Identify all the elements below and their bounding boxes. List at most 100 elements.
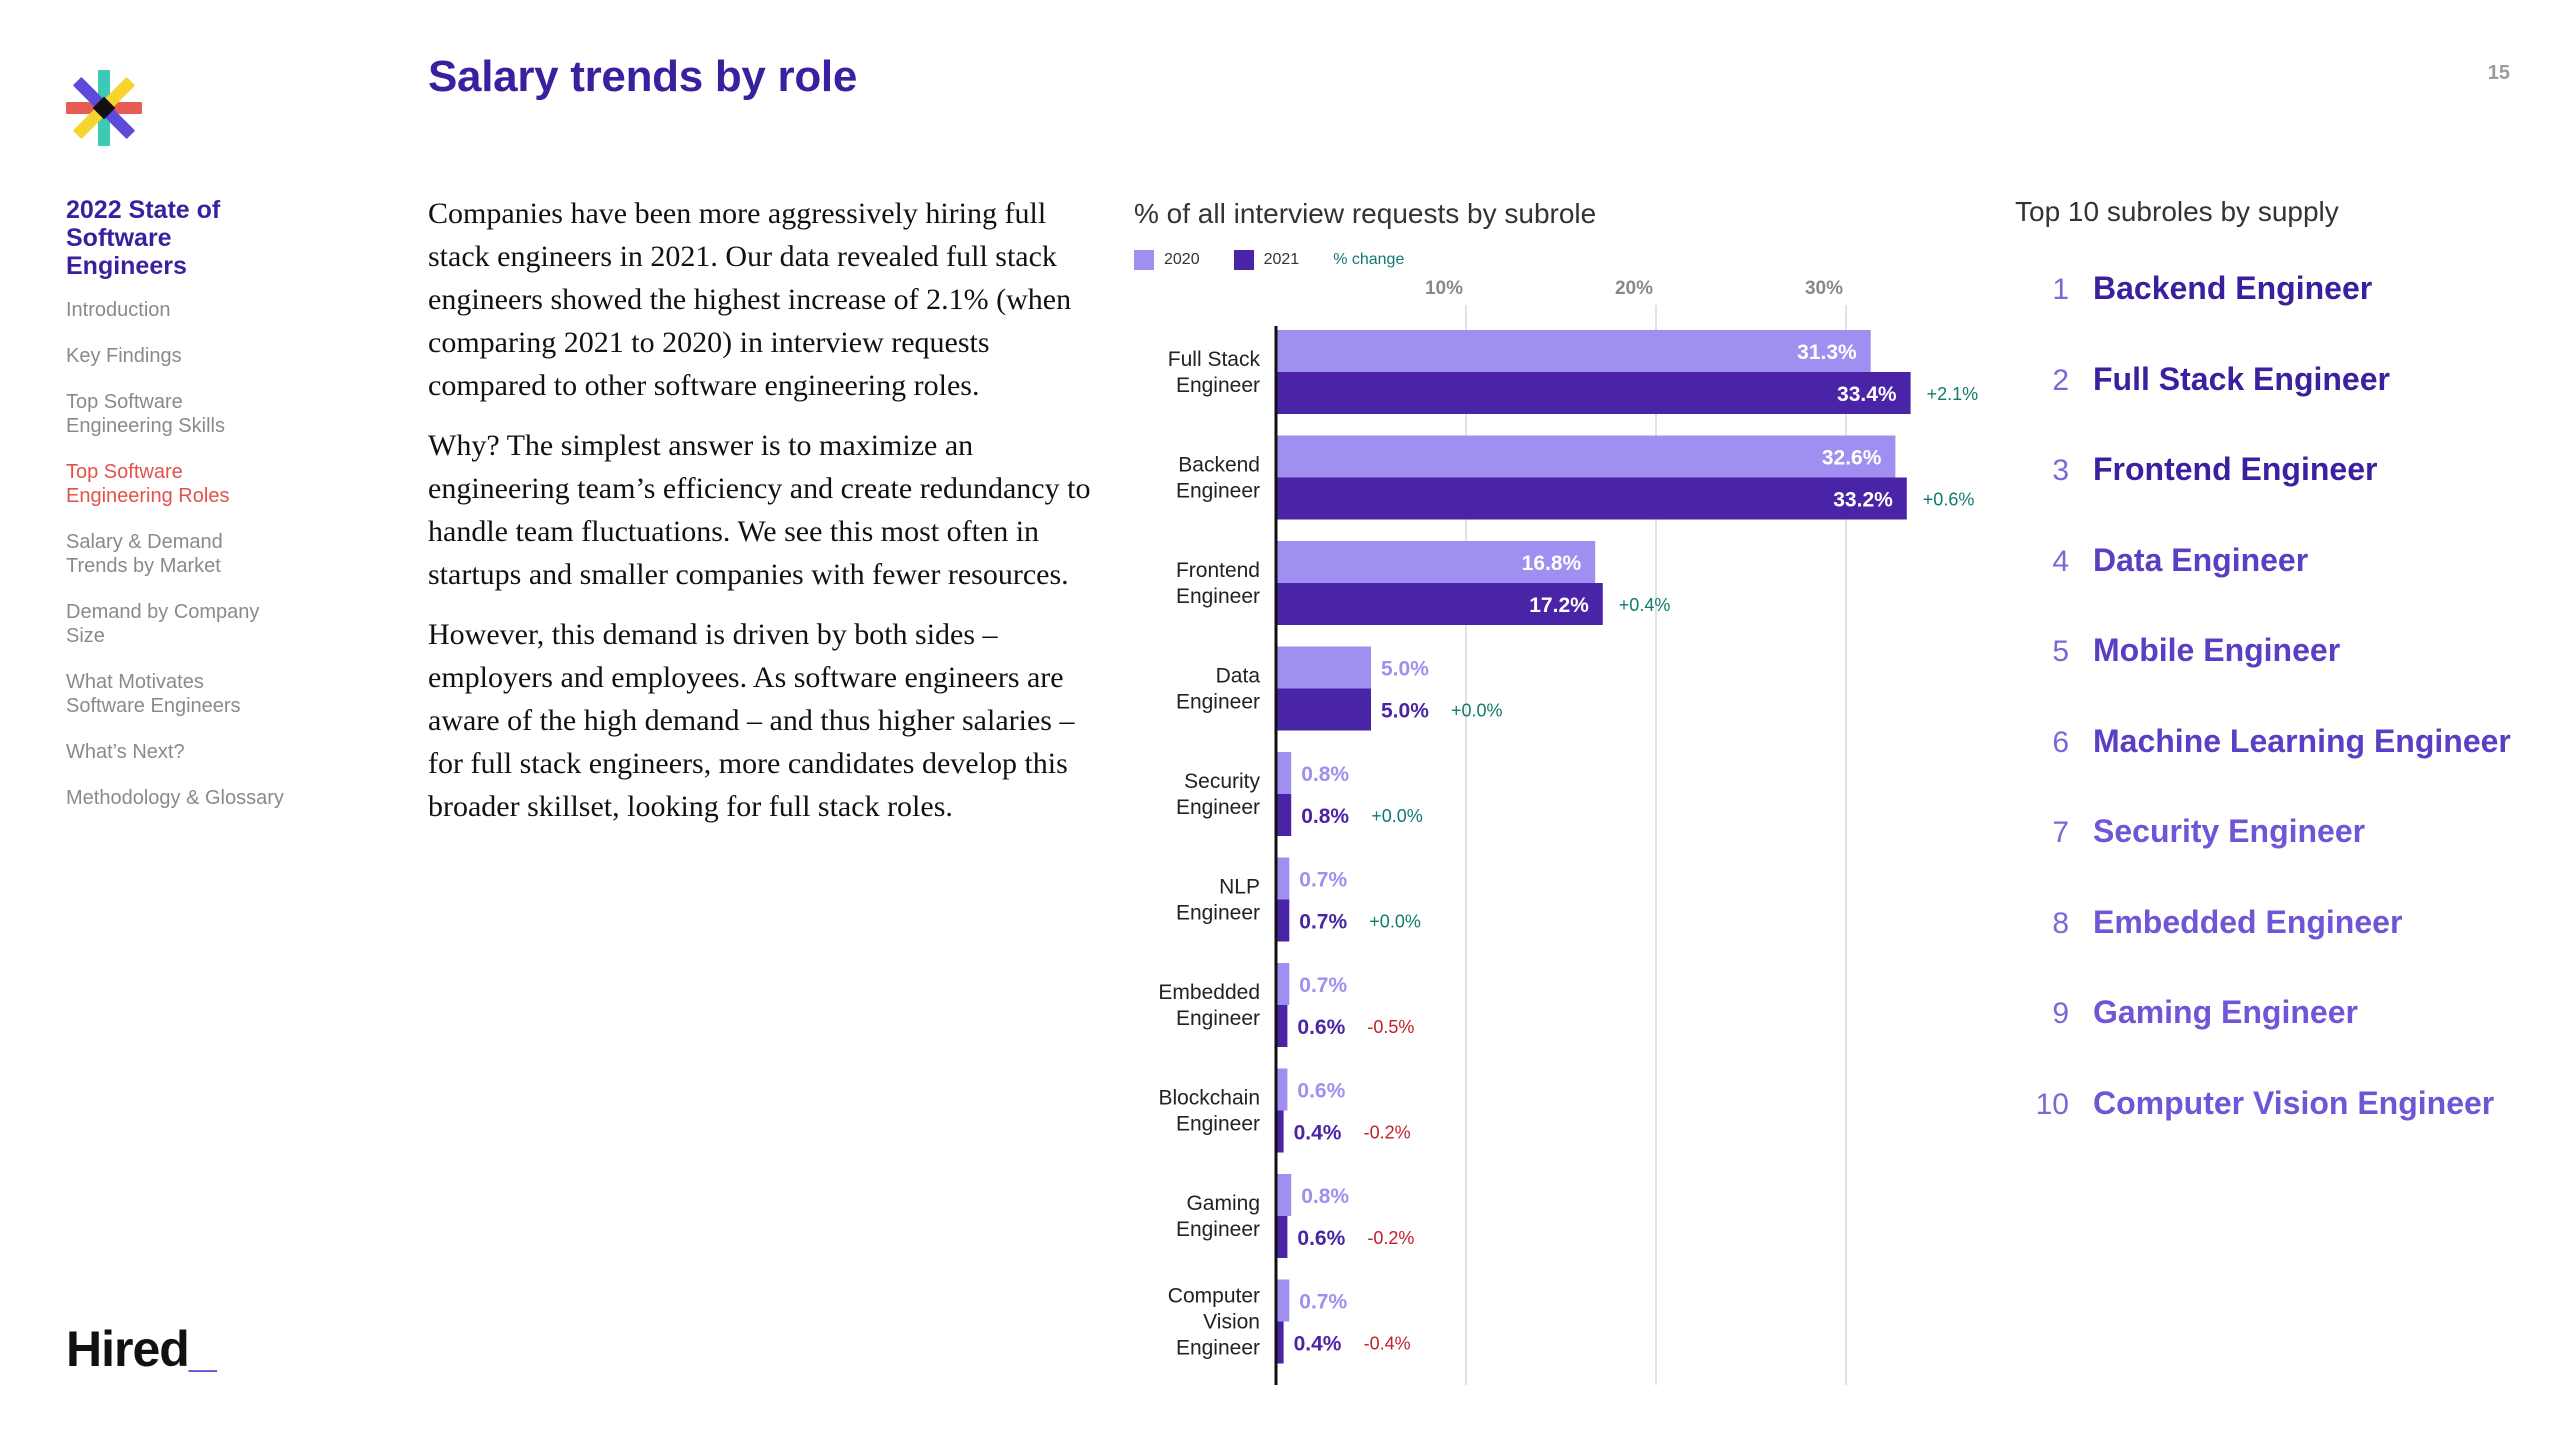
- role-name: Computer Vision Engineer: [2093, 1084, 2495, 1121]
- list-item: 6 Machine Learning Engineer: [2015, 723, 2511, 814]
- top-roles-title: Top 10 subroles by supply: [2015, 196, 2339, 227]
- body-text: Companies have been more aggressively hi…: [428, 192, 1098, 845]
- legend-item-2021: 2021: [1233, 250, 1300, 270]
- data-label-2021: 0.4%: [1294, 1333, 1342, 1356]
- category-label: Blockchain Engineer: [1158, 1087, 1260, 1136]
- data-label-2020: 0.7%: [1299, 869, 1347, 892]
- data-label-change: +0.6%: [1923, 490, 1975, 510]
- bar-2020: [1276, 541, 1596, 583]
- bar-2021: [1276, 583, 1603, 625]
- rank-number: 6: [2052, 725, 2069, 759]
- data-label-change: -0.5%: [1367, 1017, 1414, 1037]
- data-label-change: +0.4%: [1619, 595, 1671, 615]
- bar-2021: [1276, 688, 1371, 731]
- list-item: 10 Computer Vision Engineer: [2015, 1085, 2511, 1176]
- list-item: 2 Full Stack Engineer: [2015, 361, 2511, 452]
- data-label-2020: 16.8%: [1522, 552, 1582, 575]
- sidebar-item-motivations[interactable]: What Motivates Software Engineers: [66, 671, 241, 717]
- data-label-2021: 33.4%: [1837, 383, 1897, 406]
- chart-legend: 2020 2021 % change: [1134, 250, 1438, 270]
- category-label: Security Engineer: [1176, 770, 1261, 819]
- data-label-2021: 0.6%: [1297, 1227, 1345, 1250]
- role-name: Full Stack Engineer: [2093, 360, 2390, 397]
- list-item: 3 Frontend Engineer: [2015, 451, 2511, 542]
- sidebar-item-salary-demand[interactable]: Salary & Demand Trends by Market: [66, 531, 223, 577]
- bar-2021: [1276, 899, 1290, 942]
- x-tick-label: 20%: [1615, 278, 1653, 299]
- chart-title: % of all interview requests by subrole: [1134, 198, 1597, 229]
- rank-number: 9: [2052, 997, 2069, 1030]
- data-label-2021: 0.6%: [1297, 1016, 1345, 1039]
- legend-swatch-2020: [1134, 250, 1154, 270]
- bar-2021: [1276, 1005, 1288, 1047]
- bar-2021: [1276, 794, 1292, 836]
- rank-number: 2: [2052, 363, 2069, 397]
- data-label-2020: 0.7%: [1299, 1291, 1347, 1314]
- data-label-change: +0.0%: [1369, 912, 1421, 932]
- role-name: Machine Learning Engineer: [2093, 722, 2511, 759]
- list-item: 1 Backend Engineer: [2015, 270, 2511, 361]
- category-label: Computer Vision Engineer: [1168, 1285, 1260, 1360]
- data-label-2021: 0.7%: [1299, 911, 1347, 934]
- sidebar-item-methodology[interactable]: Methodology & Glossary: [66, 787, 284, 809]
- category-label: Embedded Engineer: [1158, 981, 1260, 1030]
- report-title: 2022 State of Software Engineers: [66, 196, 221, 280]
- brand-logo-icon: [66, 70, 142, 146]
- sidebar-item-top-roles[interactable]: Top Software Engineering Roles: [66, 461, 230, 507]
- bar-2021: [1276, 1216, 1288, 1258]
- rank-number: 1: [2052, 273, 2069, 306]
- sidebar-item-top-skills[interactable]: Top Software Engineering Skills: [66, 391, 225, 437]
- category-label: Backend Engineer: [1176, 454, 1260, 503]
- bar-2020: [1276, 1279, 1290, 1322]
- sidebar-item-company-size[interactable]: Demand by Company Size: [66, 601, 260, 647]
- data-label-2020: 0.6%: [1297, 1080, 1345, 1103]
- bar-2020: [1276, 963, 1290, 1005]
- rank-number: 4: [2052, 544, 2069, 578]
- data-label-change: -0.2%: [1364, 1123, 1411, 1143]
- data-label-2020: 0.8%: [1301, 763, 1349, 786]
- data-label-2021: 0.4%: [1294, 1122, 1342, 1145]
- sidebar-item-introduction[interactable]: Introduction: [66, 299, 171, 321]
- bar-2020: [1276, 646, 1371, 689]
- bar-2020: [1276, 1174, 1292, 1216]
- brand-wordmark: Hired_: [66, 1320, 217, 1378]
- bar-2021: [1276, 477, 1907, 520]
- bar-2020: [1276, 330, 1871, 372]
- legend-item-2020: 2020: [1134, 250, 1200, 270]
- bar-2020: [1276, 435, 1896, 478]
- data-label-2021: 5.0%: [1381, 700, 1429, 723]
- category-label: Frontend Engineer: [1176, 559, 1260, 608]
- sidebar-item-whats-next[interactable]: What’s Next?: [66, 741, 185, 763]
- bar-2021: [1276, 372, 1911, 414]
- role-name: Security Engineer: [2093, 813, 2366, 849]
- sidebar-nav: 2022 State of Software Engineers Introdu…: [66, 196, 286, 832]
- list-item: 5 Mobile Engineer: [2015, 632, 2511, 723]
- role-name: Embedded Engineer: [2093, 903, 2403, 940]
- category-label: NLP Engineer: [1176, 876, 1260, 925]
- data-label-2021: 0.8%: [1301, 805, 1349, 828]
- category-label: Gaming Engineer: [1176, 1192, 1260, 1241]
- x-tick-label: 30%: [1805, 278, 1843, 299]
- list-item: 8 Embedded Engineer: [2015, 904, 2511, 995]
- list-item: 7 Security Engineer: [2015, 813, 2511, 904]
- bar-2020: [1276, 752, 1292, 794]
- data-label-change: -0.2%: [1367, 1228, 1414, 1248]
- rank-number: 5: [2052, 635, 2069, 668]
- legend-label-2021: 2021: [1263, 251, 1300, 268]
- sidebar-item-key-findings[interactable]: Key Findings: [66, 345, 182, 367]
- role-name: Backend Engineer: [2093, 270, 2373, 306]
- data-label-2020: 0.7%: [1299, 974, 1347, 997]
- role-name: Frontend Engineer: [2093, 451, 2378, 487]
- rank-number: 10: [2035, 1087, 2069, 1121]
- bar-2021: [1276, 1321, 1284, 1364]
- bar-2020: [1276, 1068, 1288, 1111]
- data-label-2020: 31.3%: [1797, 341, 1857, 364]
- data-label-2020: 0.8%: [1301, 1185, 1349, 1208]
- data-label-2020: 32.6%: [1822, 447, 1882, 470]
- brand-name: Hired: [66, 1321, 190, 1377]
- page-title: Salary trends by role: [428, 52, 857, 101]
- list-item: 9 Gaming Engineer: [2015, 994, 2511, 1085]
- bar-chart: 10% 20% 30% Full Stack Engineer 31.3% 33.4% +2.…: [1158, 278, 1978, 1385]
- category-label: Data Engineer: [1176, 665, 1260, 714]
- role-name: Data Engineer: [2093, 541, 2309, 578]
